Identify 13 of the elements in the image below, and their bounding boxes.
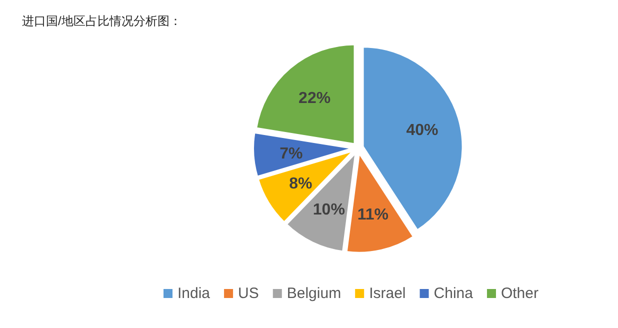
data-label: 40% <box>406 122 438 139</box>
data-label: 22% <box>298 90 331 107</box>
legend-label: China <box>434 285 474 302</box>
chart-title: 进口国/地区占比情况分析图： <box>22 14 182 28</box>
legend-label: Other <box>500 285 538 302</box>
legend-label: India <box>178 285 211 302</box>
data-label: 11% <box>357 206 388 224</box>
legend-label: Belgium <box>286 285 342 302</box>
legend-label: Israel <box>369 285 406 302</box>
data-label: 7% <box>280 145 303 162</box>
data-label: 10% <box>312 201 345 218</box>
legend-label: US <box>238 285 259 302</box>
data-label: 8% <box>289 176 312 193</box>
